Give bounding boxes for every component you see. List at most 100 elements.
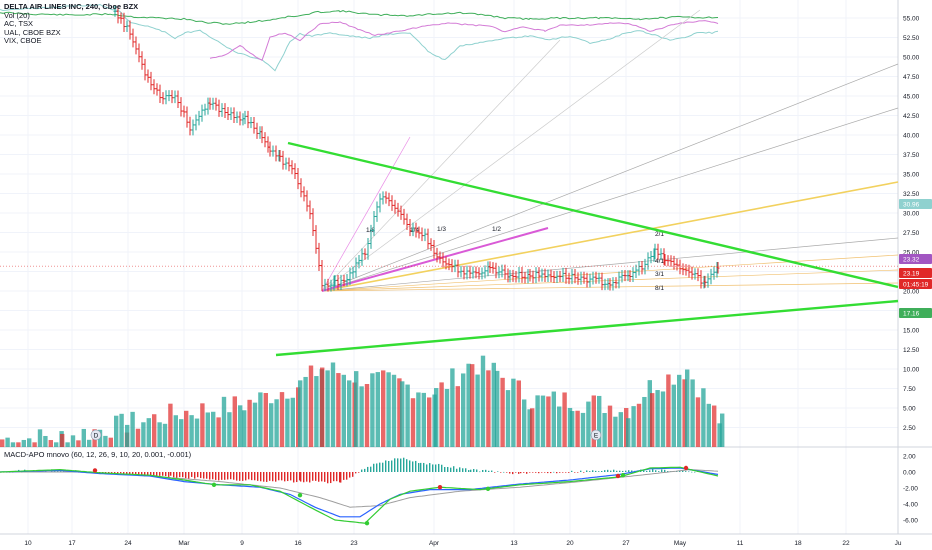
volume-bar [141,422,146,447]
volume-bar [602,413,607,447]
price-candles [113,5,720,292]
price-tag-label: 30.96 [903,201,920,208]
volume-bar [391,374,397,447]
volume-bar [647,380,652,447]
macd-hist-bar [176,472,178,478]
volume-bar [557,406,562,447]
time-tick-label: 23 [350,540,358,547]
price-tag-label: 23.32 [903,256,920,263]
legend-vol[interactable]: Vol (20) [4,10,30,20]
price-tag-label: 17.16 [903,310,920,317]
volume-bar [546,396,551,447]
macd-hist-bar [138,472,140,476]
macd-hist-bar [476,469,478,472]
macd-hist-bar [607,469,609,472]
volume-bar [247,399,252,447]
macd-hist-bar [156,472,158,477]
macd-hist-bar [144,472,146,477]
macd-hist-bar [303,472,305,483]
time-tick-label: 9 [240,540,244,547]
fan-label: 2/1 [655,231,664,238]
macd-hist-bar [523,472,525,473]
volume-bar [511,378,516,447]
volume-bar [303,376,308,447]
volume-bar [551,391,556,447]
price-tick-label: 12.50 [903,347,920,354]
macd-hist-bar [343,472,345,480]
volume-bar [618,412,623,447]
macd-hist-bar [327,472,329,484]
volume-bar [650,393,655,447]
macd-hist-bar [147,472,149,476]
macd-hist-bar [391,460,393,472]
volume-bar [486,370,491,447]
price-tick-label: 27.50 [903,230,920,237]
macd-hist-bar [409,460,411,472]
macd-hist-bar [574,472,576,473]
macd-hist-bar [577,472,579,473]
volume-bar [173,415,178,447]
macd-hist-bar [293,472,295,483]
volume-bar [194,418,200,447]
price-tag [899,254,932,264]
volume-bar [0,439,5,447]
macd-cross-marker [364,521,370,526]
macd-hist-bar [682,470,684,472]
volume-bar [162,423,168,447]
macd-hist-bar [299,472,301,481]
macd-tick-label: -4.00 [903,501,918,508]
macd-hist-bar [278,472,280,481]
macd-hist-bar [453,466,455,472]
macd-hist-bar [197,472,199,478]
macd-hist-bar [355,472,357,474]
macd-hist-bar [352,472,354,477]
macd-hist-bar [159,472,161,476]
macd-hist-bar [518,472,520,474]
macd-tick-label: -2.00 [903,485,918,492]
macd-apo-line [0,466,719,524]
macd-cross-marker [615,473,621,479]
macd-hist-bar [601,470,603,472]
macd-hist-bar [649,470,651,472]
volume-bar [570,411,575,447]
volume-bar [125,424,130,447]
macd-hist-bar [559,472,561,473]
macd-hist-bar [494,472,496,473]
volume-bar [516,380,521,447]
volume-bar [336,373,341,447]
volume-bar [597,395,602,447]
macd-hist-bar [468,470,470,472]
macd-hist-bar [661,469,663,472]
macd-hist-bar [300,472,302,482]
macd-hist-bar [491,470,493,472]
macd-hist-bar [658,471,660,472]
fan-label: 1/3 [437,226,446,233]
macd-hist-bar [272,472,274,482]
volume-bar [211,411,216,447]
macd-hist-bar [132,472,134,476]
price-tick-label: 30.00 [903,210,920,217]
legend-ac[interactable]: AC, TSX [4,19,34,29]
ual-line [0,3,719,72]
macd-hist-bar [284,472,286,482]
volume-bar [285,398,290,447]
volume-bar [540,395,546,447]
macd-hist-bar [242,472,244,481]
volume-bar [232,396,237,447]
macd-title[interactable]: MACD-APO mnovo (60, 12, 26, 9, 10, 20, 0… [4,450,192,459]
macd-hist-bar [260,472,262,482]
macd-hist-bar [254,472,256,481]
macd-hist-bar [595,470,597,472]
volume-bar [685,369,690,447]
price-tick-label: 52.50 [903,35,920,42]
volume-bar [70,435,76,447]
macd-hist-bar [529,472,531,473]
macd-hist-bar [485,469,487,472]
macd-cross-marker [620,473,626,478]
volume-bar [701,388,706,447]
legend-ual[interactable]: UAL, CBOE BZX [4,27,61,37]
macd-hist-bar [604,470,606,472]
legend-title[interactable]: DELTA AIR LINES INC, 240, Cboe BZX [4,2,139,11]
legend-vix[interactable]: VIX, CBOE [4,36,42,46]
